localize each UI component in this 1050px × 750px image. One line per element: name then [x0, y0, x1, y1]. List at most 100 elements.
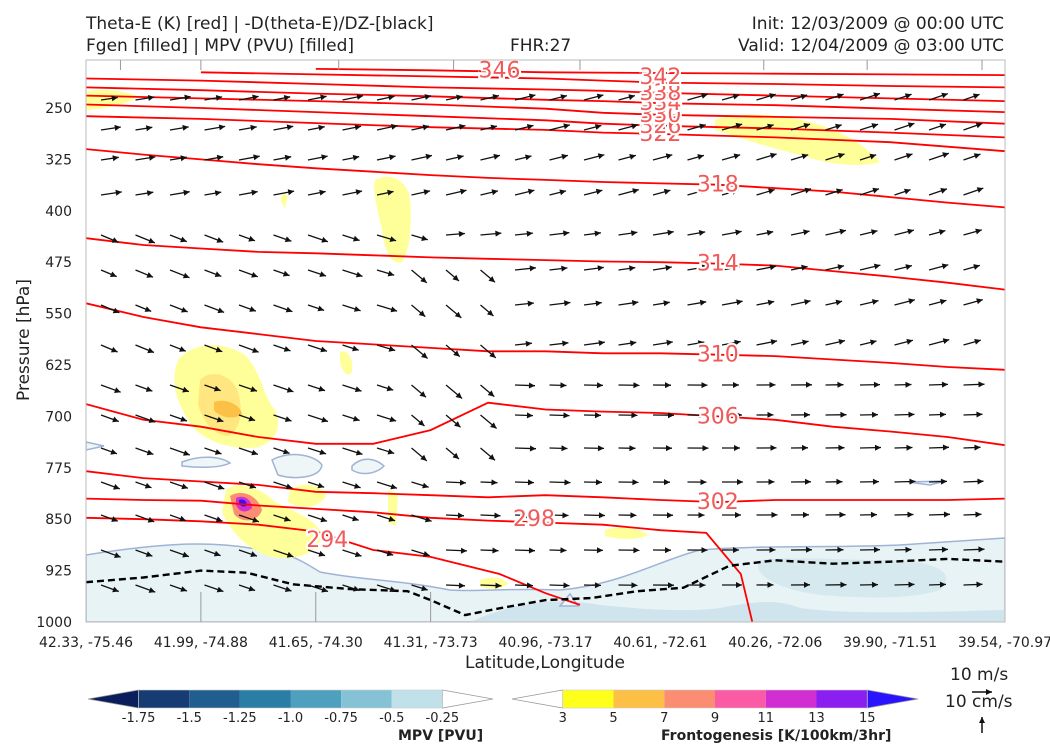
- wind-arrow: [583, 547, 604, 554]
- wind-arrow-head: [874, 444, 881, 451]
- wind-arrow: [376, 447, 395, 455]
- wind-arrow: [307, 584, 329, 593]
- wind-arrow: [169, 514, 187, 522]
- wind-arrow: [135, 344, 155, 354]
- wind-arrow-head: [665, 265, 672, 271]
- wind-arrow-head: [182, 386, 189, 393]
- wind-arrow-head: [769, 546, 776, 553]
- wind-arrow: [480, 479, 498, 486]
- wind-arrow: [549, 512, 569, 519]
- wind-arrow-head: [801, 264, 808, 271]
- x-tick-label: 39.90, -71.51: [843, 635, 937, 651]
- wind-arrow: [445, 344, 461, 358]
- wind-arrow: [721, 153, 741, 161]
- wind-arrow: [859, 444, 882, 451]
- wind-arrow: [445, 384, 463, 399]
- wind-arrow-head: [353, 585, 360, 592]
- wind-arrow: [238, 514, 260, 523]
- wind-arrow: [238, 481, 257, 489]
- x-tick-label: 40.61, -72.61: [613, 635, 707, 651]
- wind-arrow-head: [767, 581, 774, 588]
- wind-arrow-head: [839, 228, 846, 235]
- wind-arrow-head: [978, 381, 985, 388]
- wind-arrow: [204, 447, 222, 455]
- wind-arrow-head: [697, 340, 705, 347]
- wind-arrow: [618, 94, 636, 101]
- wind-arrow-head: [701, 264, 709, 271]
- theta-e-contour-326: [86, 103, 1005, 139]
- wind-arrow: [411, 269, 428, 284]
- theta-e-contour-334: [86, 86, 1005, 114]
- wind-arrow: [549, 547, 567, 554]
- theta-e-label-322: 322: [639, 122, 681, 147]
- wind-arrow: [307, 124, 325, 131]
- wind-arrow-head: [597, 153, 605, 160]
- wind-arrow: [894, 511, 914, 518]
- wind-arrow: [100, 189, 122, 196]
- wind-arrow-head: [112, 307, 120, 314]
- wind-arrow-head: [454, 311, 462, 318]
- y-tick-label: 775: [45, 461, 72, 477]
- wind-arrow: [376, 94, 395, 101]
- wind-arrow-head: [526, 582, 533, 589]
- wind-arrow-head: [425, 153, 432, 160]
- wind-arrow: [756, 123, 774, 131]
- wind-arrow-head: [594, 582, 601, 589]
- wind-arrow-head: [805, 478, 811, 485]
- wind-arrow: [273, 124, 294, 131]
- wind-arrow-head: [391, 123, 398, 130]
- wind-arrow-head: [248, 235, 255, 242]
- wind-arrow: [756, 299, 775, 306]
- wind-arrow-head: [663, 188, 671, 195]
- wind-arrow: [307, 304, 325, 312]
- wind-arrow: [756, 411, 774, 418]
- wind-arrow: [204, 481, 225, 490]
- wind-arrow: [928, 152, 950, 161]
- wind-arrow: [687, 479, 707, 486]
- wind-arrow: [273, 514, 291, 522]
- x-tick-label: 40.96, -73.17: [498, 635, 592, 651]
- wind-arrow-head: [352, 345, 359, 352]
- wind-arrow-head: [216, 154, 224, 161]
- wind-arrow: [342, 344, 359, 352]
- wind-arrow: [652, 265, 672, 271]
- wind-arrow-head: [321, 154, 328, 161]
- wind-arrow: [480, 447, 496, 461]
- wind-arrow: [618, 230, 638, 237]
- wind-arrow-head: [564, 300, 571, 307]
- wind-arrow-head: [835, 123, 842, 130]
- wind-arrow-head: [180, 416, 187, 422]
- wind-arrow: [963, 444, 981, 451]
- wind-arrow-head: [148, 237, 155, 244]
- wind-arrow-head: [529, 445, 536, 452]
- wind-arrow-head: [734, 339, 741, 346]
- wind-arrow: [480, 414, 498, 429]
- wind-arrow-head: [146, 272, 154, 278]
- wind-arrow: [790, 381, 813, 388]
- wind-arrow-head: [217, 307, 225, 314]
- wind-arrow: [238, 94, 259, 101]
- wind-arrow: [273, 95, 291, 101]
- wind-arrow: [963, 93, 980, 101]
- x-tick-label: 41.31, -73.73: [384, 635, 478, 651]
- wind-arrow: [756, 381, 776, 388]
- wind-arrow: [825, 152, 845, 161]
- wind-arrow-head: [803, 511, 809, 518]
- wind-arrow-head: [838, 339, 845, 345]
- wind-arrow: [825, 93, 844, 101]
- fgen-fill: [340, 351, 353, 375]
- wind-arrow-head: [837, 264, 844, 271]
- wind-arrow-head: [835, 299, 843, 306]
- mpv-fill: [86, 441, 105, 451]
- wind-arrow: [238, 124, 257, 131]
- wind-arrow-head: [148, 587, 156, 593]
- wind-arrow-head: [939, 299, 947, 305]
- wind-arrow: [583, 340, 605, 346]
- wind-arrow: [514, 382, 536, 389]
- wind-arrow-head: [526, 412, 533, 419]
- theta-e-label-326: 326: [639, 114, 681, 139]
- wind-arrow: [169, 269, 190, 279]
- theta-e-label-318: 318: [697, 173, 739, 198]
- wind-arrow: [756, 511, 778, 518]
- wind-arrow: [238, 447, 259, 456]
